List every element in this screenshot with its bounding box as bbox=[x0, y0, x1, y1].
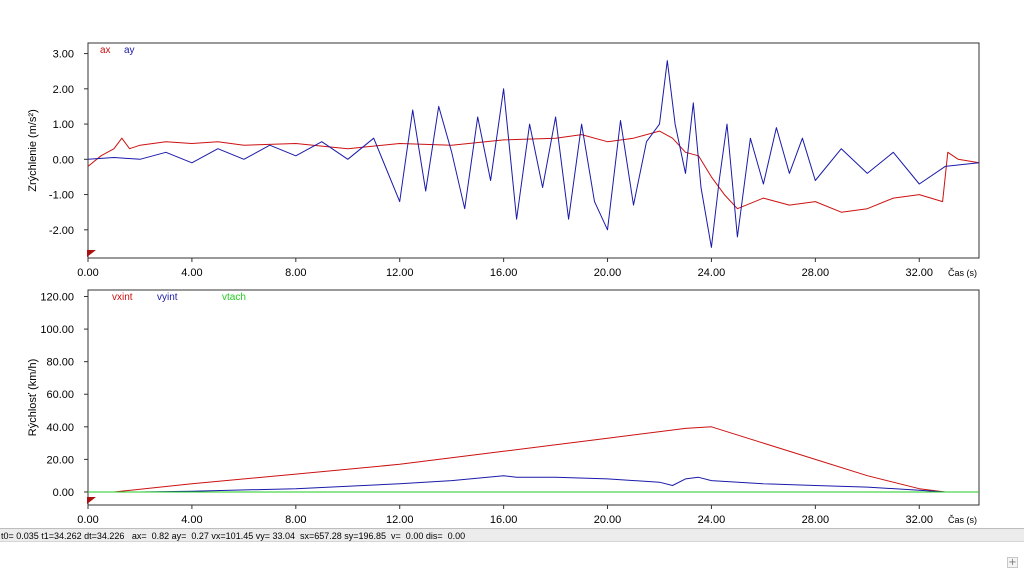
speed-xtick-label: 24.00 bbox=[698, 514, 726, 526]
speed-legend-vtach: vtach bbox=[222, 292, 246, 303]
speed-series-vyint bbox=[88, 475, 979, 493]
speed-ytick-label: 60.00 bbox=[46, 389, 74, 401]
expand-button[interactable]: + bbox=[1007, 557, 1018, 568]
accel-xtick-label: 4.00 bbox=[181, 267, 202, 279]
accel-xtick-label: 28.00 bbox=[802, 267, 830, 279]
speed-legend-vxint: vxint bbox=[112, 292, 133, 303]
speed-ytick-label: 40.00 bbox=[46, 422, 74, 434]
speed-legend-vyint: vyint bbox=[157, 292, 178, 303]
speed-xtick-label: 16.00 bbox=[490, 514, 518, 526]
charts-canvas: -2.00 -1.00 0.00 1.00 2.00 3.00 0.00 4.00 8.00 12… bbox=[27, 42, 980, 526]
speed-xtick-label: 0.00 bbox=[77, 514, 98, 526]
accel-ytick-label: -1.00 bbox=[49, 190, 74, 202]
accel-xtick-label: 0.00 bbox=[77, 267, 98, 279]
speed-xtick-label: 28.00 bbox=[802, 514, 830, 526]
accel-ytick-label: -2.00 bbox=[49, 225, 74, 237]
speed-origin-marker bbox=[87, 497, 96, 504]
speed-ytick-label: 100.00 bbox=[40, 324, 74, 336]
accel-xaxis-label: Čas (s) bbox=[948, 268, 977, 278]
speed-plot-frame bbox=[87, 289, 980, 506]
accel-origin-marker bbox=[87, 250, 96, 257]
accel-xtick-label: 24.00 bbox=[698, 267, 726, 279]
speed-xtick-label: 20.00 bbox=[594, 514, 622, 526]
accel-xtick-label: 20.00 bbox=[594, 267, 622, 279]
accel-plot-frame bbox=[87, 42, 980, 259]
speed-ytick-label: 0.00 bbox=[53, 487, 74, 499]
accel-legend-ax: ax bbox=[100, 45, 111, 56]
accel-xtick-label: 8.00 bbox=[285, 267, 306, 279]
accel-ytick-label: 2.00 bbox=[53, 84, 74, 96]
status-bar: t0= 0.035 t1=34.262 dt=34.226 ax= 0.82 a… bbox=[0, 528, 1024, 542]
speed-xtick-label: 4.00 bbox=[181, 514, 202, 526]
speed-yaxis-label: Rýchlosť (km/h) bbox=[27, 359, 39, 436]
speed-series-vxint bbox=[88, 426, 979, 493]
accel-ytick-label: 3.00 bbox=[53, 49, 74, 61]
speed-xaxis-label: Čas (s) bbox=[948, 515, 977, 525]
speed-xtick-label: 8.00 bbox=[285, 514, 306, 526]
accel-legend-ay: ay bbox=[124, 45, 135, 56]
speed-ytick-label: 80.00 bbox=[46, 357, 74, 369]
speed-ytick-label: 120.00 bbox=[40, 292, 74, 304]
accel-ytick-label: 0.00 bbox=[53, 154, 74, 166]
accel-ytick-label: 1.00 bbox=[53, 119, 74, 131]
accel-series-ay bbox=[87, 60, 980, 248]
speed-xtick-label: 32.00 bbox=[905, 514, 933, 526]
accel-xtick-label: 32.00 bbox=[905, 267, 933, 279]
speed-ytick-label: 20.00 bbox=[46, 454, 74, 466]
accel-yaxis-label: Zrýchlenie (m/s²) bbox=[27, 109, 39, 192]
accel-xtick-label: 12.00 bbox=[386, 267, 414, 279]
accel-xtick-label: 16.00 bbox=[490, 267, 518, 279]
speed-xtick-label: 12.00 bbox=[386, 514, 414, 526]
accel-series-ax bbox=[87, 130, 980, 213]
